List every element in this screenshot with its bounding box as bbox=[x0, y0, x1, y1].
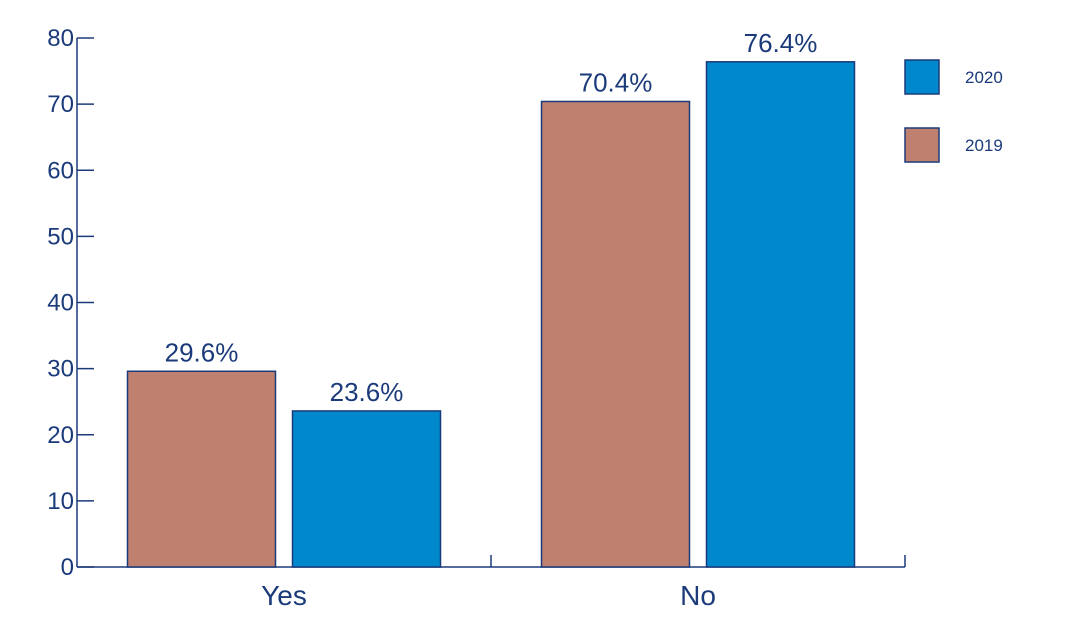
y-tick-label: 40 bbox=[47, 290, 74, 317]
x-category-label: Yes bbox=[261, 580, 307, 611]
data-label: 29.6% bbox=[165, 337, 239, 367]
bars bbox=[126, 61, 856, 568]
y-tick-label: 60 bbox=[47, 157, 74, 184]
y-tick-label: 70 bbox=[47, 91, 74, 118]
legend-label: 2019 bbox=[965, 136, 1003, 155]
data-label: 76.4% bbox=[744, 28, 818, 58]
bar-2019-yes bbox=[126, 370, 277, 568]
y-tick-label: 10 bbox=[47, 488, 74, 515]
bar-2020-yes bbox=[291, 410, 442, 568]
y-tick-label: 50 bbox=[47, 223, 74, 250]
data-label: 23.6% bbox=[330, 377, 404, 407]
y-tick-label: 0 bbox=[61, 554, 74, 581]
bar-2019-no bbox=[540, 100, 691, 568]
data-labels: 29.6% 23.6% 70.4% 76.4% bbox=[165, 28, 818, 407]
legend: 2020 2019 bbox=[904, 59, 1003, 163]
legend-swatch-2019 bbox=[904, 127, 940, 163]
y-tick-label: 80 bbox=[47, 25, 74, 52]
legend-label: 2020 bbox=[965, 68, 1003, 87]
y-tick-label: 30 bbox=[47, 356, 74, 383]
y-tick-label: 20 bbox=[47, 422, 74, 449]
x-category-label: No bbox=[680, 580, 716, 611]
legend-swatch-2020 bbox=[904, 59, 940, 95]
data-label: 70.4% bbox=[579, 67, 653, 97]
bar-2020-no bbox=[705, 61, 856, 568]
